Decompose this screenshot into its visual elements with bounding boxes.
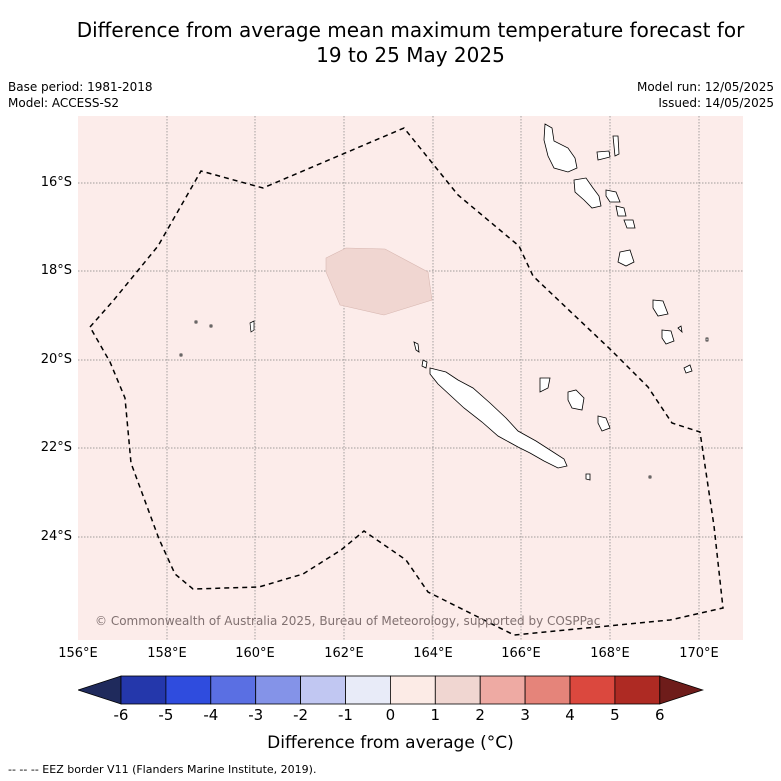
colorbar-label: Difference from average (°C) [267, 733, 514, 753]
eez-border [89, 127, 724, 636]
lat-label-18s: 18°S [40, 263, 72, 278]
colorbar-tick-label: -3 [248, 706, 264, 724]
colorbar-tick-label: 4 [565, 706, 575, 724]
lon-label-156e: 156°E [58, 646, 98, 661]
colorbar-segment [479, 675, 526, 705]
colorbar-segment [165, 675, 212, 705]
colorbar-tick-label: 0 [385, 706, 396, 724]
model-name: Model: ACCESS-S2 [8, 96, 120, 110]
lon-label-170e: 170°E [679, 646, 719, 661]
colorbar-tick-label: -4 [203, 706, 219, 724]
fiji-islet [705, 337, 709, 342]
colorbar-segment [345, 675, 391, 705]
hunter-islet [648, 475, 652, 479]
colorbar-segment [210, 675, 257, 705]
colorbar-tick-label: -2 [293, 706, 309, 724]
lon-label-164e: 164°E [413, 646, 453, 661]
colorbar-segment [300, 675, 346, 705]
walpole-island [585, 473, 591, 481]
colorbar-tick-label: -5 [158, 706, 174, 724]
colorbar-segment [389, 675, 436, 705]
colorbar-tick-label: 1 [430, 706, 441, 724]
lon-label-166e: 166°E [501, 646, 541, 661]
lon-label-158e: 158°E [147, 646, 187, 661]
issued-date: Issued: 14/05/2025 [658, 96, 774, 110]
base-period: Base period: 1981-2018 [8, 80, 153, 94]
eez-legend-note: -- -- -- EEZ border V11 (Flanders Marine… [8, 763, 317, 776]
new-caledonia-island [429, 367, 568, 469]
colorbar-tick-label: -6 [113, 706, 129, 724]
lat-label-20s: 20°S [40, 352, 72, 367]
model-run: Model run: 12/05/2025 [636, 80, 774, 94]
colorbar-extend-high [659, 675, 704, 705]
lon-label-160e: 160°E [235, 646, 275, 661]
title-line-1: Difference from average mean maximum tem… [76, 18, 745, 42]
lat-label-24s: 24°S [40, 529, 72, 544]
lat-label-22s: 22°S [40, 440, 72, 455]
meta-left: Base period: 1981-2018 Model: ACCESS-S2 [8, 79, 153, 111]
colorbar-segment [614, 675, 661, 705]
copyright-credit: © Commonwealth of Australia 2025, Bureau… [95, 614, 601, 628]
colorbar-segment [120, 675, 167, 705]
colorbar-tick-label: 5 [610, 706, 620, 724]
lat-label-16s: 16°S [40, 175, 72, 190]
colorbar-segment [255, 675, 301, 705]
title-line-2: 19 to 25 May 2025 [316, 43, 505, 67]
colorbar-segment [524, 675, 571, 705]
chesterfield-islets [179, 320, 255, 357]
belep-islands [413, 341, 428, 369]
colorbar-tick-label: 3 [520, 706, 530, 724]
colorbar-ticks: -6 -5 -4 -3 -2 -1 0 1 2 3 4 5 6 [0, 706, 781, 726]
colorbar-tick-label: 6 [655, 706, 665, 724]
colorbar-tick-label: -1 [338, 706, 353, 724]
colorbar-tick-label: 2 [475, 706, 485, 724]
map-panel [78, 116, 743, 640]
colorbar-segment [434, 675, 481, 705]
anomaly-patch [325, 247, 433, 316]
colorbar [78, 675, 704, 705]
map-canvas [78, 116, 743, 640]
colorbar-extend-low [78, 675, 122, 705]
graticule [78, 116, 743, 640]
colorbar-segment [569, 675, 616, 705]
lon-label-168e: 168°E [590, 646, 630, 661]
map-title: Difference from average mean maximum tem… [40, 18, 781, 68]
vanuatu-islands [543, 123, 693, 374]
loyalty-islands [539, 377, 611, 432]
lon-label-162e: 162°E [324, 646, 364, 661]
meta-right: Model run: 12/05/2025 Issued: 14/05/2025 [637, 79, 774, 111]
